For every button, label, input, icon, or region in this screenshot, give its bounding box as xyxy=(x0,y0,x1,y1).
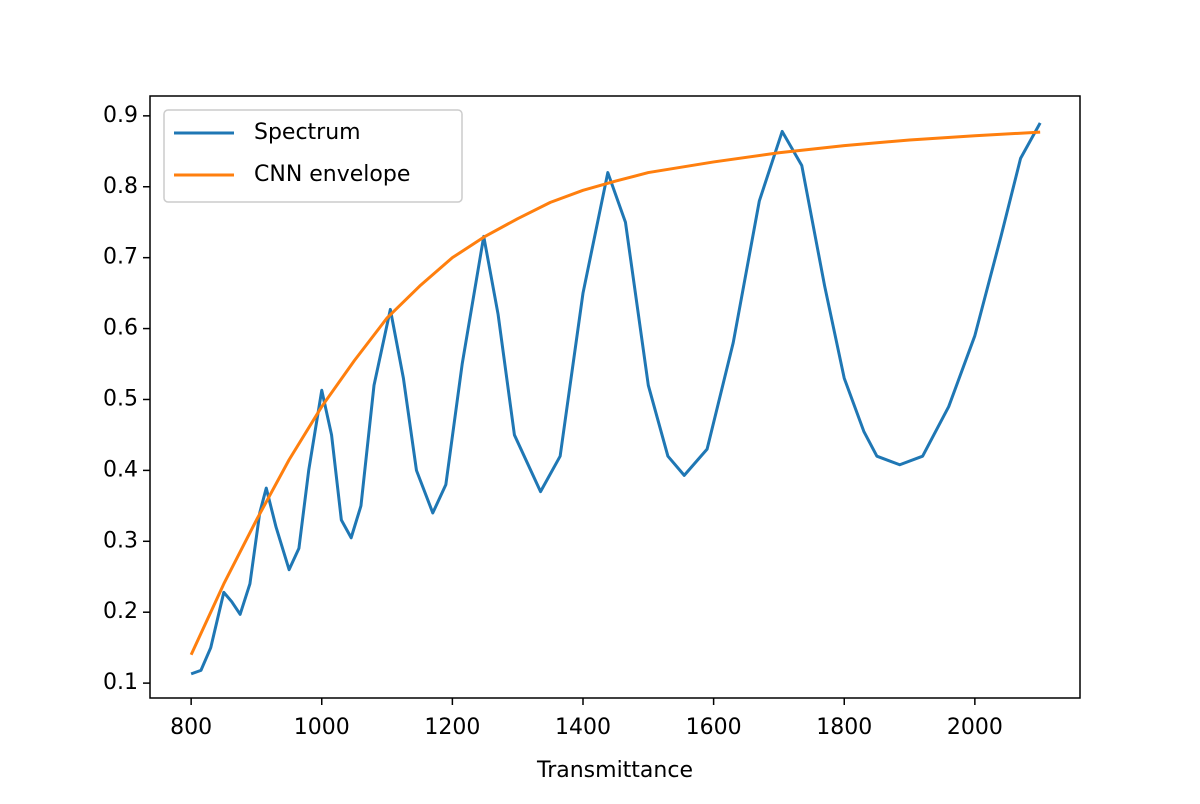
x-tick-label: 800 xyxy=(170,715,212,740)
x-tick-label: 1800 xyxy=(816,715,872,740)
x-axis-label: Transmittance xyxy=(536,758,693,783)
y-tick-label: 0.1 xyxy=(103,670,138,695)
y-tick-label: 0.9 xyxy=(103,103,138,128)
y-tick-label: 0.3 xyxy=(103,528,138,553)
x-tick-label: 2000 xyxy=(947,715,1003,740)
legend-label: CNN envelope xyxy=(254,162,410,187)
y-tick-label: 0.4 xyxy=(103,457,138,482)
x-tick-label: 1000 xyxy=(294,715,350,740)
y-tick-label: 0.8 xyxy=(103,174,138,199)
x-tick-label: 1200 xyxy=(424,715,480,740)
x-tick-label: 1600 xyxy=(686,715,742,740)
y-tick-label: 0.2 xyxy=(103,599,138,624)
y-tick-label: 0.6 xyxy=(103,316,138,341)
legend-box xyxy=(163,109,463,203)
series-line xyxy=(189,130,1041,656)
y-tick-label: 0.5 xyxy=(103,386,138,411)
plot-frame xyxy=(149,95,1081,699)
y-tick-label: 0.7 xyxy=(103,245,138,270)
legend-label: Spectrum xyxy=(254,120,361,145)
x-tick-label: 1400 xyxy=(555,715,611,740)
series-line xyxy=(190,122,1042,676)
